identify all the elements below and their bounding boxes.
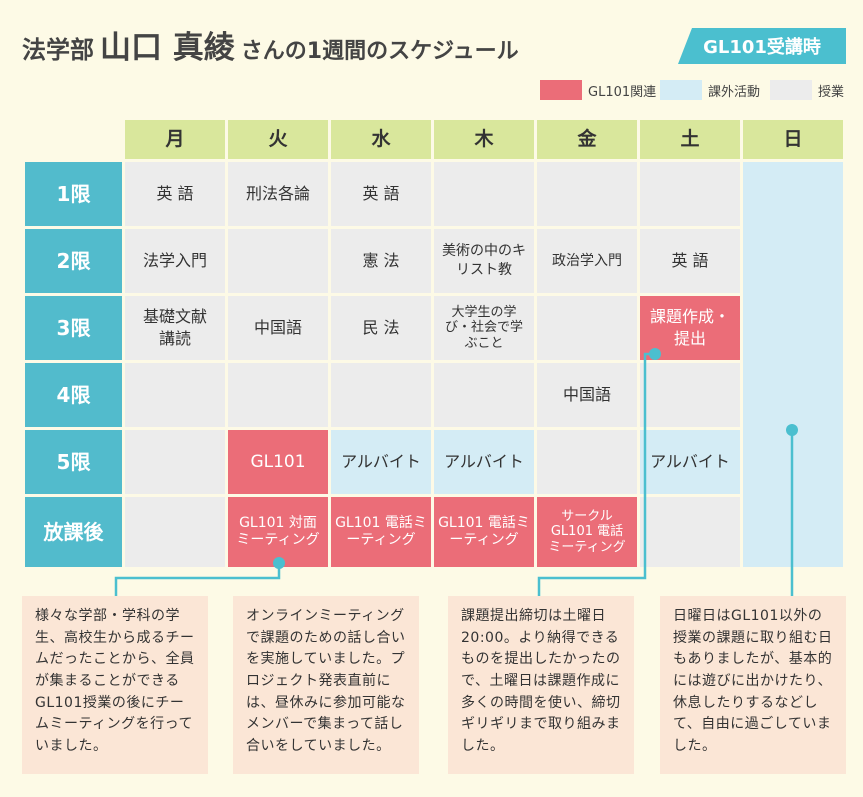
schedule-grid: 月 火 水 木 金 土 日 1限 2限 3限 4限 5限 放課後 英 語 刑法各… [25,120,843,567]
day-header-tue: 火 [228,120,331,162]
legend-extracurricular: 課外活動 [660,80,760,100]
slot-fri-1 [537,162,640,229]
note-saturday-deadline: 課題提出締切は土曜日20:00。より納得できるものを提出したかったので、土曜日は… [448,596,634,774]
legend-label: 課外活動 [708,84,761,100]
day-header-mon: 月 [125,120,228,162]
slot-tue-2 [228,229,331,296]
slot-fri-3 [537,296,640,363]
slot-mon-after [125,497,228,567]
day-header-thu: 木 [434,120,537,162]
course-badge: GL101受講時 [678,28,846,64]
legend-class: 授業 [770,80,844,100]
period-header-4: 4限 [25,363,125,430]
slot-sat-after [640,497,743,567]
legend-label: 授業 [818,84,845,100]
title-student-name: 山口 真綾 [100,30,235,66]
slot-tue-5: GL101 [228,430,331,497]
slot-wed-3: 民 法 [331,296,434,363]
slot-fri-after: サークルGL101 電話ミーティング [537,497,640,567]
slot-fri-5 [537,430,640,497]
slot-sat-5: アルバイト [640,430,743,497]
note-monday-team: 様々な学部・学科の学生、高校生から成るチームだったことから、全員が集まることがで… [22,596,208,774]
legend-swatch-extra [660,80,702,100]
slot-tue-4 [228,363,331,430]
slot-wed-2: 憲 法 [331,229,434,296]
day-header-fri: 金 [537,120,640,162]
slot-mon-2: 法学入門 [125,229,228,296]
slot-wed-4 [331,363,434,430]
slot-mon-3: 基礎文献講読 [125,296,228,363]
slot-thu-4 [434,363,537,430]
slot-sat-1 [640,162,743,229]
slot-thu-2: 美術の中のキリスト教 [434,229,537,296]
slot-thu-1 [434,162,537,229]
slot-wed-after: GL101 電話ミーティング [331,497,434,567]
slot-thu-3: 大学生の学び・社会で学ぶこと [434,296,537,363]
day-header-sat: 土 [640,120,743,162]
period-header-2: 2限 [25,229,125,296]
slot-fri-2: 政治学入門 [537,229,640,296]
title-suffix: さんの1週間のスケジュール [240,39,519,64]
slot-wed-5: アルバイト [331,430,434,497]
slot-tue-after: GL101 対面ミーティング [228,497,331,567]
day-header-wed: 水 [331,120,434,162]
legend-gl101: GL101関連 [540,80,656,100]
slot-wed-1: 英 語 [331,162,434,229]
slot-sat-2: 英 語 [640,229,743,296]
slot-sat-4 [640,363,743,430]
day-header-sun: 日 [743,120,843,162]
period-header-1: 1限 [25,162,125,229]
slot-tue-1: 刑法各論 [228,162,331,229]
period-header-5: 5限 [25,430,125,497]
slot-sat-3: 課題作成・提出 [640,296,743,363]
slot-mon-4 [125,363,228,430]
note-online-meeting: オンラインミーティングで課題のための話し合いを実施していました。プロジェクト発表… [233,596,419,774]
period-header-3: 3限 [25,296,125,363]
legend-swatch-class [770,80,812,100]
callout-line-1 [114,563,281,597]
period-header-after: 放課後 [25,497,125,567]
legend-label: GL101関連 [588,84,657,100]
slot-mon-1: 英 語 [125,162,228,229]
slot-mon-5 [125,430,228,497]
legend-swatch-gl101 [540,80,582,100]
note-sunday: 日曜日はGL101以外の授業の課題に取り組む日もありましたが、基本的には遊びに出… [660,596,846,774]
slot-thu-after: GL101 電話ミーティング [434,497,537,567]
page-title: 法学部 山口 真綾 さんの1週間のスケジュール [22,22,519,67]
title-faculty: 法学部 [22,36,94,64]
slot-fri-4: 中国語 [537,363,640,430]
slot-thu-5: アルバイト [434,430,537,497]
slot-tue-3: 中国語 [228,296,331,363]
slot-sun-all [743,162,843,567]
